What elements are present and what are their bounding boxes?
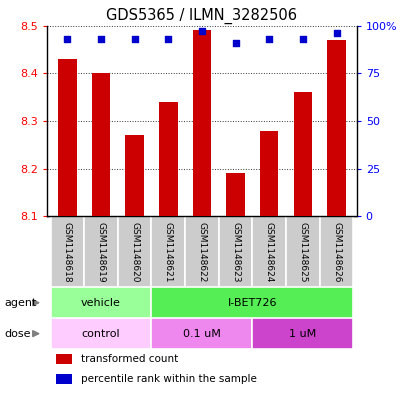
Text: GSM1148626: GSM1148626 <box>331 222 340 282</box>
Text: I-BET726: I-BET726 <box>227 298 276 308</box>
Bar <box>184 217 218 287</box>
Bar <box>151 217 184 287</box>
Point <box>64 36 70 42</box>
Bar <box>50 287 151 318</box>
Bar <box>58 59 76 217</box>
Bar <box>56 374 72 384</box>
Text: GSM1148618: GSM1148618 <box>63 222 72 282</box>
Text: vehicle: vehicle <box>81 298 121 308</box>
Text: agent: agent <box>4 298 36 308</box>
Bar <box>151 318 252 349</box>
Bar <box>50 318 151 349</box>
Point <box>232 40 238 46</box>
Point <box>299 36 306 42</box>
Bar <box>192 30 211 217</box>
Text: transformed count: transformed count <box>81 354 178 364</box>
Bar <box>293 92 311 217</box>
Bar <box>218 217 252 287</box>
Text: GSM1148620: GSM1148620 <box>130 222 139 282</box>
Bar <box>252 217 285 287</box>
Text: GSM1148621: GSM1148621 <box>163 222 172 282</box>
Text: GSM1148625: GSM1148625 <box>298 222 307 282</box>
Bar <box>226 173 244 217</box>
Text: 1 uM: 1 uM <box>288 329 316 339</box>
Text: GSM1148619: GSM1148619 <box>96 222 105 282</box>
Point <box>265 36 272 42</box>
Bar <box>326 40 345 217</box>
Bar <box>159 102 177 217</box>
Point <box>97 36 104 42</box>
Bar <box>259 130 278 217</box>
Text: GSM1148623: GSM1148623 <box>231 222 240 282</box>
Bar <box>56 354 72 364</box>
Bar <box>50 217 84 287</box>
Bar <box>117 217 151 287</box>
Bar <box>84 217 117 287</box>
Bar <box>285 217 319 287</box>
Point <box>164 36 171 42</box>
Text: GSM1148622: GSM1148622 <box>197 222 206 282</box>
Text: dose: dose <box>4 329 31 339</box>
Point <box>131 36 137 42</box>
Text: percentile rank within the sample: percentile rank within the sample <box>81 374 256 384</box>
Point <box>198 28 205 35</box>
Title: GDS5365 / ILMN_3282506: GDS5365 / ILMN_3282506 <box>106 8 297 24</box>
Bar <box>319 217 353 287</box>
Bar <box>92 73 110 217</box>
Text: GSM1148624: GSM1148624 <box>264 222 273 282</box>
Text: 0.1 uM: 0.1 uM <box>182 329 220 339</box>
Bar <box>151 287 353 318</box>
Text: control: control <box>81 329 120 339</box>
Bar <box>125 135 144 217</box>
Point <box>333 30 339 36</box>
Bar <box>252 318 353 349</box>
